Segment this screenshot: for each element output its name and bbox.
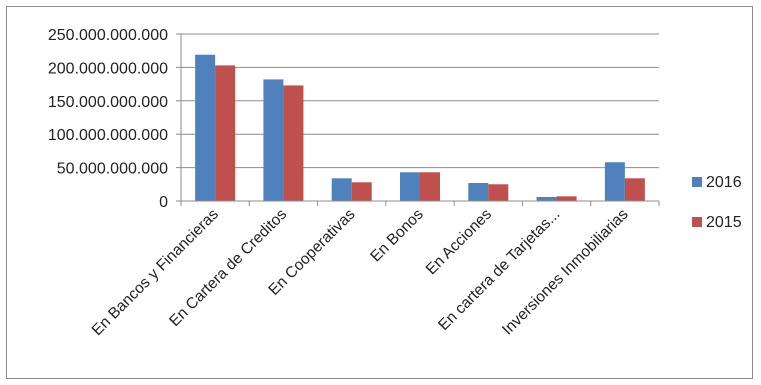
bar-2016 [331, 178, 352, 201]
bar-2016 [536, 196, 557, 201]
bar-2015 [283, 85, 304, 201]
bar-2015 [556, 196, 577, 201]
x-category-label: En Cartera de Creditos [166, 206, 290, 330]
x-category-label: En Bonos [367, 206, 427, 266]
bar-2015 [215, 65, 236, 201]
bar-2016 [400, 172, 420, 201]
bar-2015 [624, 178, 645, 201]
y-tick-label: 100.000.000.000 [48, 127, 168, 144]
legend-label-2015: 2015 [706, 214, 742, 231]
bar-2015 [351, 182, 372, 201]
bar-2016 [195, 54, 216, 201]
legend-swatch-2015 [692, 217, 702, 227]
y-tick-label: 50.000.000.000 [57, 161, 168, 178]
legend-label-2016: 2016 [706, 174, 742, 191]
x-category-label: Inversiones Inmobiliarias [499, 206, 632, 339]
bars [195, 54, 645, 201]
gridlines [181, 33, 659, 169]
x-category-label: En Bancos y Financieras [89, 206, 222, 339]
bar-2016 [604, 162, 625, 201]
y-tick-label: 250.000.000.000 [48, 27, 168, 44]
x-category-label: En cartera de Tarjetas... [435, 206, 563, 334]
legend: 2016 2015 [692, 174, 742, 231]
y-tick-label: 150.000.000.000 [48, 94, 168, 111]
bar-2015 [420, 172, 440, 201]
legend-swatch-2016 [692, 177, 702, 187]
y-tick-label: 0 [159, 194, 168, 211]
bar-2016 [468, 182, 489, 201]
y-tick-label: 200.000.000.000 [48, 60, 168, 77]
bar-2016 [263, 79, 284, 201]
y-axis: 0 50.000.000.000 100.000.000.000 150.000.00… [48, 27, 182, 211]
x-category-label: En Acciones [423, 206, 496, 279]
bar-2015 [488, 184, 509, 201]
